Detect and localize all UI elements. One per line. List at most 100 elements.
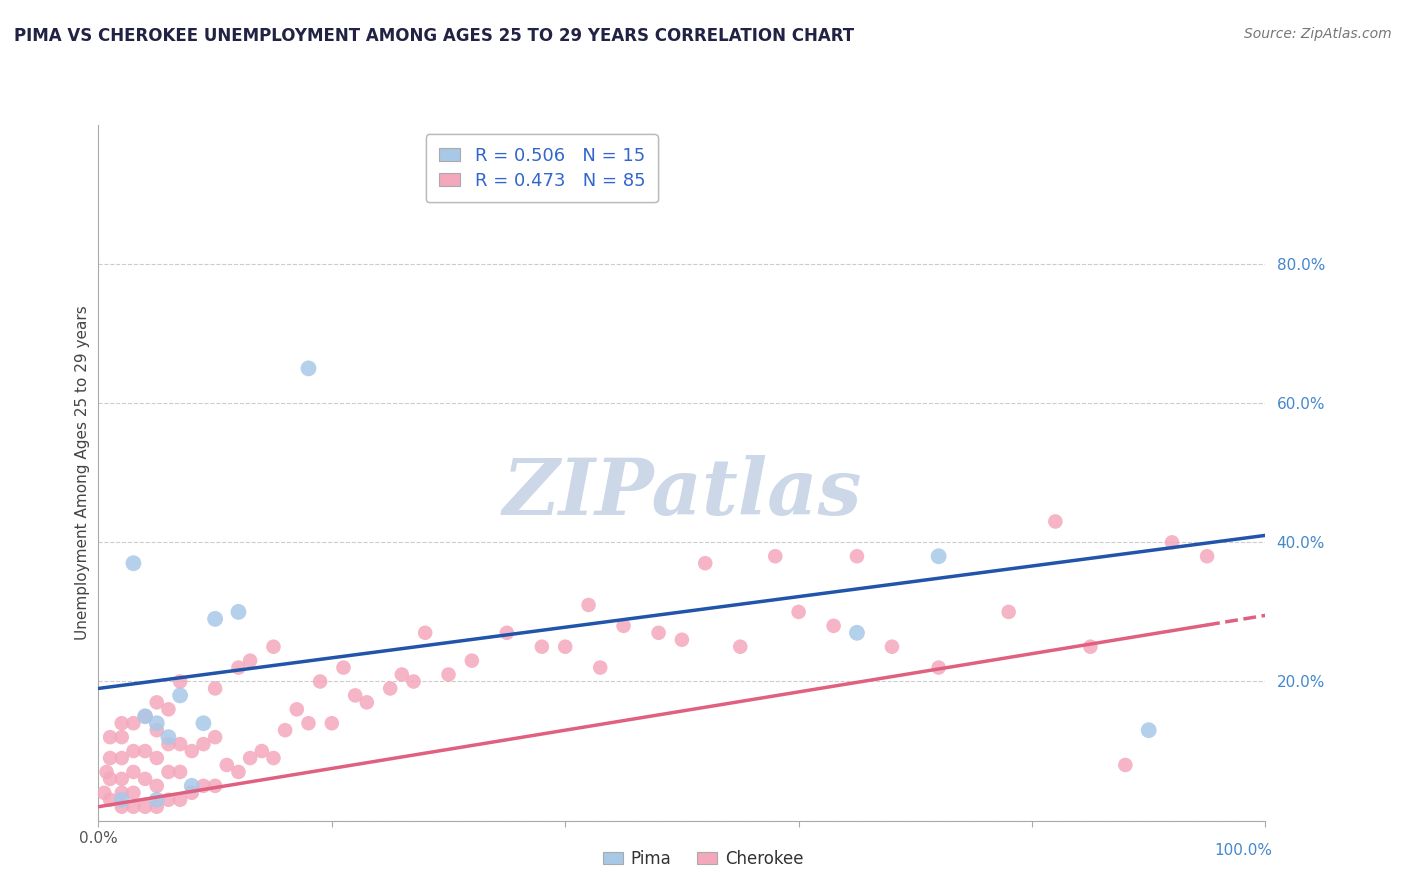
Point	[763, 549, 786, 564]
Point	[134, 709, 156, 723]
Point	[613, 619, 636, 633]
Point	[204, 779, 226, 793]
Point	[134, 772, 156, 786]
Point	[193, 779, 215, 793]
Point	[111, 793, 134, 807]
Point	[823, 619, 845, 633]
Point	[157, 764, 180, 779]
Point	[215, 758, 238, 772]
Point	[262, 640, 284, 654]
Point	[391, 667, 413, 681]
Point	[356, 695, 378, 709]
Point	[111, 799, 134, 814]
Point	[402, 674, 425, 689]
Point	[146, 695, 169, 709]
Point	[344, 689, 367, 703]
Legend: R = 0.506   N = 15, R = 0.473   N = 85: R = 0.506 N = 15, R = 0.473 N = 85	[426, 134, 658, 202]
Point	[134, 709, 156, 723]
Point	[157, 737, 180, 751]
Point	[647, 625, 669, 640]
Text: PIMA VS CHEROKEE UNEMPLOYMENT AMONG AGES 25 TO 29 YEARS CORRELATION CHART: PIMA VS CHEROKEE UNEMPLOYMENT AMONG AGES…	[14, 27, 855, 45]
Point	[111, 772, 134, 786]
Point	[122, 799, 145, 814]
Point	[695, 556, 717, 570]
Point	[530, 640, 553, 654]
Text: ZIPatlas: ZIPatlas	[502, 456, 862, 532]
Y-axis label: Unemployment Among Ages 25 to 29 years: Unemployment Among Ages 25 to 29 years	[75, 305, 90, 640]
Point	[589, 660, 612, 674]
Point	[1161, 535, 1184, 549]
Point	[122, 744, 145, 758]
Point	[93, 786, 115, 800]
Point	[98, 772, 121, 786]
Point	[157, 702, 180, 716]
Point	[98, 751, 121, 765]
Point	[193, 737, 215, 751]
Point	[193, 716, 215, 731]
Text: 100.0%: 100.0%	[1215, 843, 1272, 858]
Point	[204, 681, 226, 696]
Point	[157, 730, 180, 744]
Point	[180, 786, 202, 800]
Point	[98, 730, 121, 744]
Point	[169, 689, 191, 703]
Point	[1080, 640, 1102, 654]
Point	[146, 779, 169, 793]
Point	[134, 799, 156, 814]
Point	[332, 660, 354, 674]
Point	[180, 779, 202, 793]
Point	[169, 674, 191, 689]
Legend: Pima, Cherokee: Pima, Cherokee	[596, 844, 810, 875]
Point	[285, 702, 308, 716]
Point	[146, 723, 169, 738]
Point	[204, 612, 226, 626]
Text: Source: ZipAtlas.com: Source: ZipAtlas.com	[1244, 27, 1392, 41]
Point	[157, 793, 180, 807]
Point	[111, 716, 134, 731]
Point	[730, 640, 752, 654]
Point	[378, 681, 402, 696]
Point	[846, 549, 869, 564]
Point	[146, 793, 169, 807]
Point	[297, 361, 319, 376]
Point	[554, 640, 576, 654]
Point	[180, 744, 202, 758]
Point	[169, 793, 191, 807]
Point	[250, 744, 273, 758]
Point	[228, 605, 250, 619]
Point	[111, 730, 134, 744]
Point	[111, 786, 134, 800]
Point	[671, 632, 693, 647]
Point	[122, 716, 145, 731]
Point	[228, 660, 250, 674]
Point	[1195, 549, 1218, 564]
Point	[880, 640, 903, 654]
Point	[297, 716, 319, 731]
Point	[146, 799, 169, 814]
Point	[928, 549, 950, 564]
Point	[321, 716, 343, 731]
Point	[169, 737, 191, 751]
Point	[146, 751, 169, 765]
Point	[413, 625, 436, 640]
Point	[262, 751, 284, 765]
Point	[134, 744, 156, 758]
Point	[122, 764, 145, 779]
Point	[122, 556, 145, 570]
Point	[928, 660, 950, 674]
Point	[461, 654, 484, 668]
Point	[997, 605, 1019, 619]
Point	[169, 764, 191, 779]
Point	[146, 716, 169, 731]
Point	[437, 667, 460, 681]
Point	[239, 654, 262, 668]
Point	[578, 598, 600, 612]
Point	[787, 605, 810, 619]
Point	[846, 625, 869, 640]
Point	[1114, 758, 1136, 772]
Point	[309, 674, 332, 689]
Point	[239, 751, 262, 765]
Point	[96, 764, 118, 779]
Point	[1045, 515, 1067, 529]
Point	[274, 723, 297, 738]
